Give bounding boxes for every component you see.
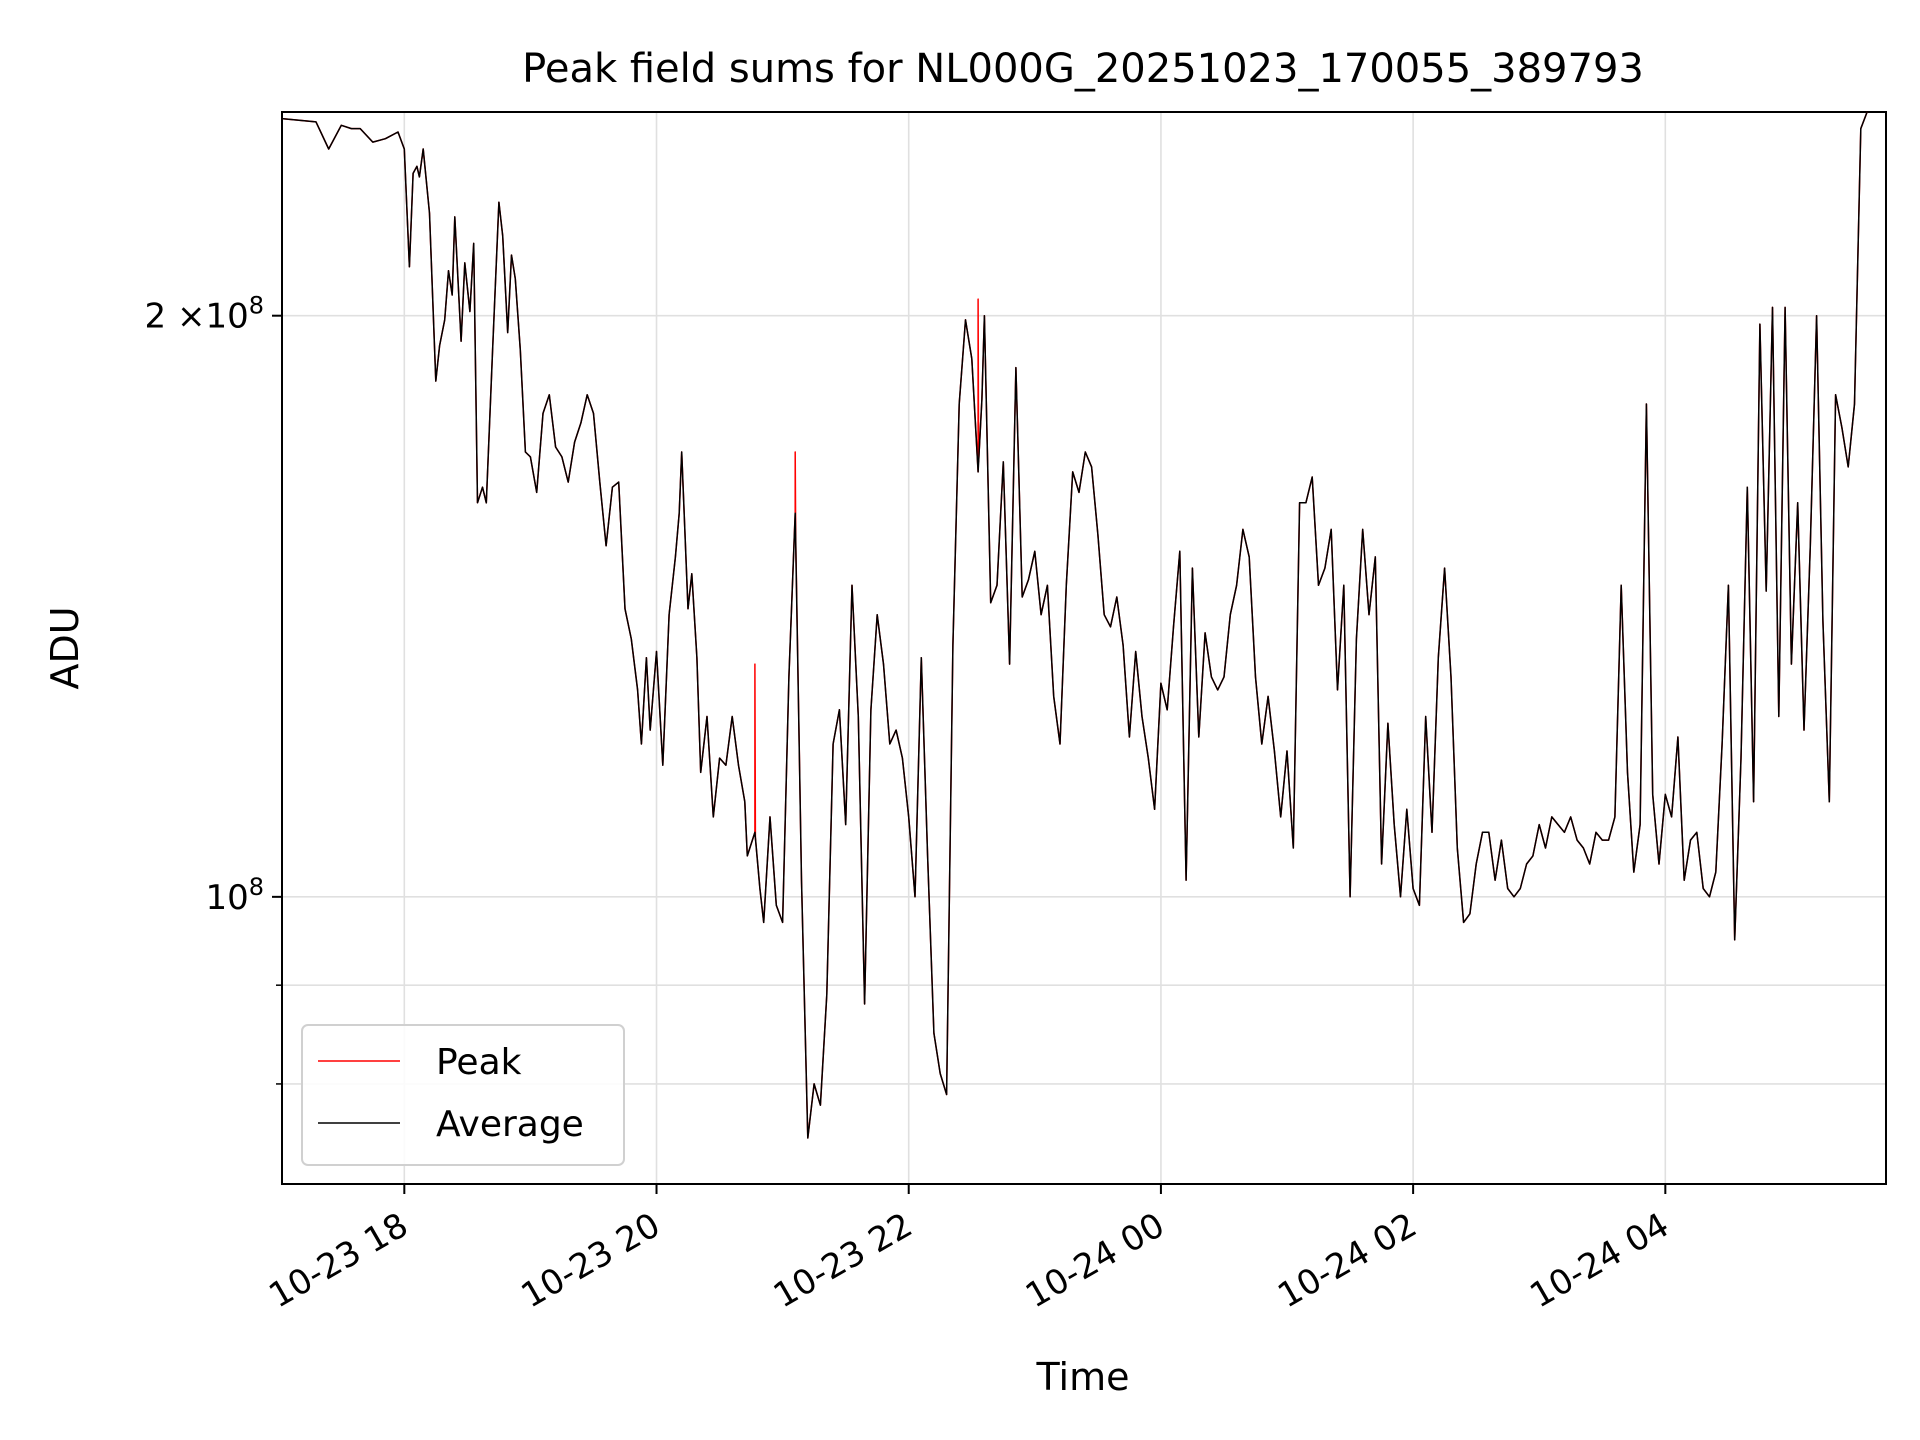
x-tick-label: 10-24 00 xyxy=(1019,1205,1171,1316)
y-tick-label: 2 ×108 xyxy=(145,292,264,337)
x-tick-label: 10-23 20 xyxy=(515,1205,667,1316)
grid xyxy=(282,112,1886,1184)
series-line-average xyxy=(281,111,1868,1139)
x-axis-ticks: 10-23 18 10-23 20 10-23 22 10-24 00 10-24 02… xyxy=(262,1184,1676,1316)
x-tick-label: 10-23 22 xyxy=(767,1205,919,1316)
series-line-peak xyxy=(281,111,1868,1139)
legend-box xyxy=(301,1024,625,1166)
series-group xyxy=(281,111,1868,1139)
legend: Peak Average xyxy=(301,1024,625,1166)
chart-title: Peak field sums for NL000G_20251023_1700… xyxy=(522,46,1644,92)
y-axis-label: ADU xyxy=(43,606,87,689)
legend-label-average: Average xyxy=(436,1104,584,1145)
x-tick-label: 10-23 18 xyxy=(262,1205,414,1316)
x-tick-label: 10-24 02 xyxy=(1271,1205,1423,1316)
x-tick-label: 10-24 04 xyxy=(1523,1205,1675,1316)
legend-label-peak: Peak xyxy=(436,1042,522,1083)
y-axis-ticks: 2 ×108 108 xyxy=(145,292,282,1085)
plot-area xyxy=(281,111,1887,1185)
x-axis-label: Time xyxy=(1036,1355,1130,1399)
y-tick-label: 108 xyxy=(205,873,264,918)
